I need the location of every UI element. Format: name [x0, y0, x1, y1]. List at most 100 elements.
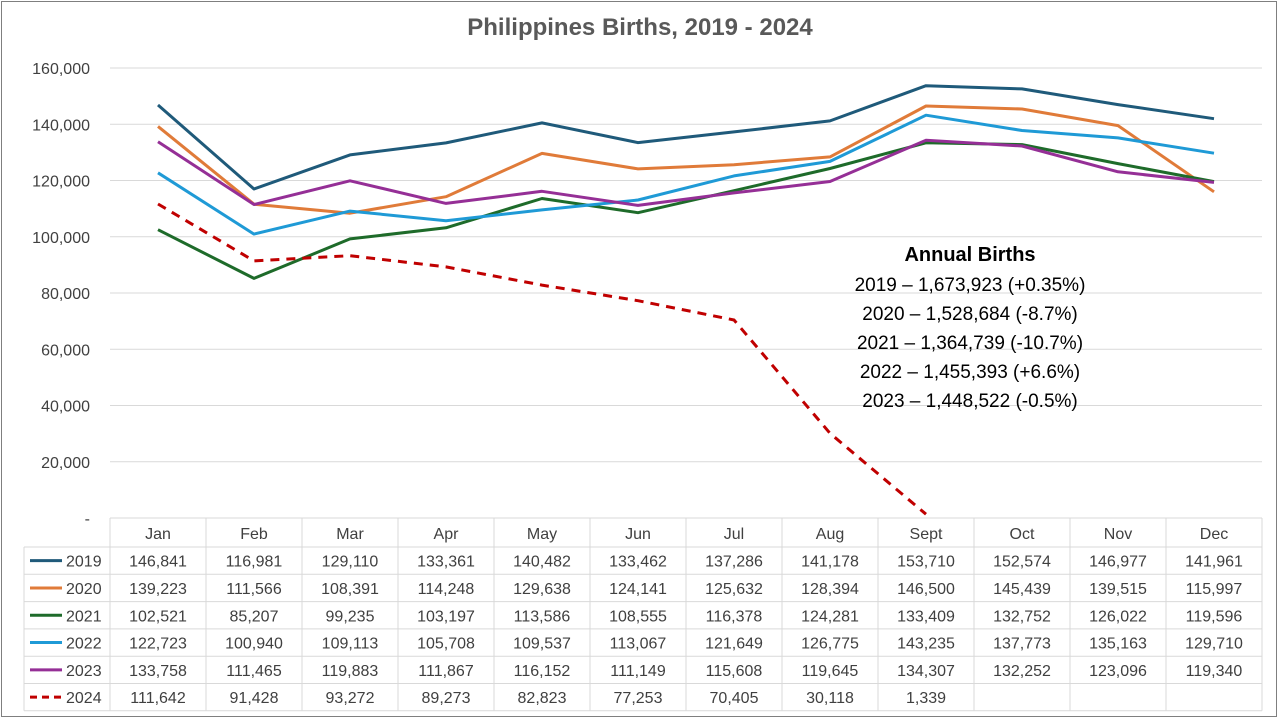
- data-label: 82,823: [518, 690, 567, 707]
- y-tick-label: 80,000: [41, 286, 90, 303]
- data-label: 111,642: [130, 690, 186, 707]
- y-axis: - 20,000 40,000 60,000 80,000 100,000 120,000 1…: [32, 61, 90, 528]
- data-label: 108,391: [321, 581, 379, 598]
- data-label: 105,708: [417, 636, 475, 653]
- data-label: 111,867: [418, 663, 474, 680]
- data-label: 124,281: [801, 608, 859, 625]
- legend-label: 2019: [66, 554, 102, 571]
- data-label: 109,537: [513, 636, 571, 653]
- data-label: 137,286: [705, 554, 763, 571]
- data-label: 115,997: [1186, 581, 1243, 598]
- data-label: 100,940: [225, 636, 283, 653]
- data-label: 141,961: [1185, 554, 1243, 571]
- legend-label: 2023: [66, 663, 102, 680]
- series-lines: [157, 84, 1215, 516]
- data-label: 1,339: [906, 690, 946, 707]
- data-label: 70,405: [710, 690, 759, 707]
- data-label: 103,197: [417, 608, 475, 625]
- data-label: 114,248: [418, 581, 475, 598]
- x-category-label: Jun: [625, 526, 651, 543]
- data-label: 102,521: [129, 608, 187, 625]
- data-label: 133,409: [897, 608, 955, 625]
- x-category-label: Aug: [816, 526, 844, 543]
- y-tick-label: 160,000: [32, 61, 90, 78]
- data-label: 139,223: [129, 581, 187, 598]
- data-label: 132,252: [993, 663, 1051, 680]
- data-label: 119,340: [1186, 663, 1243, 680]
- annual-births-line: 2022 – 1,455,393 (+6.6%): [859, 362, 1081, 383]
- data-label: 125,632: [705, 581, 763, 598]
- data-label: 145,439: [993, 581, 1051, 598]
- data-label: 137,773: [993, 636, 1051, 653]
- series-line-2020: [157, 104, 1215, 215]
- data-label: 113,067: [610, 636, 667, 653]
- x-category-label: Dec: [1200, 526, 1228, 543]
- series-line-2024: [157, 202, 927, 516]
- gridlines: [110, 67, 1262, 463]
- data-label: 115,608: [706, 663, 763, 680]
- data-label: 109,113: [322, 636, 379, 653]
- data-label: 121,649: [705, 636, 763, 653]
- annual-births-line: 2021 – 1,364,739 (-10.7%): [856, 333, 1084, 354]
- series-line-2023: [157, 138, 1215, 207]
- data-label: 111,566: [226, 581, 282, 598]
- data-label: 30,118: [806, 690, 854, 707]
- data-label: 111,465: [226, 663, 282, 680]
- data-label: 146,500: [897, 581, 955, 598]
- data-label: 129,638: [513, 581, 571, 598]
- data-label: 113,586: [514, 608, 571, 625]
- data-label: 126,775: [801, 636, 859, 653]
- data-label: 93,272: [326, 690, 375, 707]
- annual-births-line: 2023 – 1,448,522 (-0.5%): [862, 391, 1078, 412]
- data-label: 99,235: [326, 608, 375, 625]
- series-line-2022: [157, 113, 1215, 236]
- data-label: 140,482: [513, 554, 571, 571]
- data-label: 134,307: [897, 663, 955, 680]
- y-tick-label: 20,000: [41, 455, 90, 472]
- data-label: 133,462: [609, 554, 667, 571]
- data-label: 152,574: [993, 554, 1051, 571]
- data-label: 108,555: [609, 608, 667, 625]
- data-label: 89,273: [422, 690, 471, 707]
- x-category-label: Jul: [724, 526, 744, 543]
- x-category-label: Mar: [336, 526, 364, 543]
- data-label: 132,752: [993, 608, 1051, 625]
- data-label: 77,253: [614, 690, 663, 707]
- data-label: 119,883: [322, 663, 379, 680]
- series-line-2019: [157, 84, 1215, 191]
- data-label: 133,758: [129, 663, 187, 680]
- legend-label: 2022: [66, 636, 102, 653]
- x-category-label: Oct: [1010, 526, 1035, 543]
- y-tick-label: 140,000: [32, 117, 90, 134]
- x-category-label: Feb: [240, 526, 268, 543]
- data-label: 141,178: [801, 554, 859, 571]
- legend-label: 2024: [66, 690, 102, 707]
- y-tick-label: 40,000: [41, 399, 90, 416]
- data-label: 119,596: [1186, 608, 1243, 625]
- y-tick-label: 120,000: [32, 174, 90, 191]
- data-label: 122,723: [129, 636, 187, 653]
- y-tick-label: 60,000: [41, 342, 90, 359]
- data-label: 143,235: [897, 636, 955, 653]
- x-category-label: Apr: [434, 526, 460, 543]
- annual-births-line: 2020 – 1,528,684 (-8.7%): [862, 304, 1078, 325]
- data-label: 123,096: [1089, 663, 1147, 680]
- data-label: 146,977: [1089, 554, 1147, 571]
- x-category-label: Sept: [910, 526, 943, 543]
- annual-births-annotation: Annual Births 2019 – 1,673,923 (+0.35%) …: [820, 244, 1120, 416]
- data-label: 153,710: [897, 554, 955, 571]
- y-tick-label: 100,000: [32, 230, 90, 247]
- y-tick-label: -: [85, 511, 90, 528]
- series-line-2021: [157, 141, 1215, 280]
- data-label: 111,149: [610, 663, 666, 680]
- data-label: 85,207: [230, 608, 279, 625]
- annual-births-title: Annual Births: [904, 244, 1036, 266]
- legend-label: 2020: [66, 581, 102, 598]
- data-label: 146,841: [129, 554, 187, 571]
- data-label: 116,152: [514, 663, 571, 680]
- data-label: 139,515: [1089, 581, 1147, 598]
- data-label: 116,378: [706, 608, 763, 625]
- data-table: Jan Feb Mar Apr May Jun Jul Aug Sept Oct Nov Dec 201…: [23, 517, 1263, 712]
